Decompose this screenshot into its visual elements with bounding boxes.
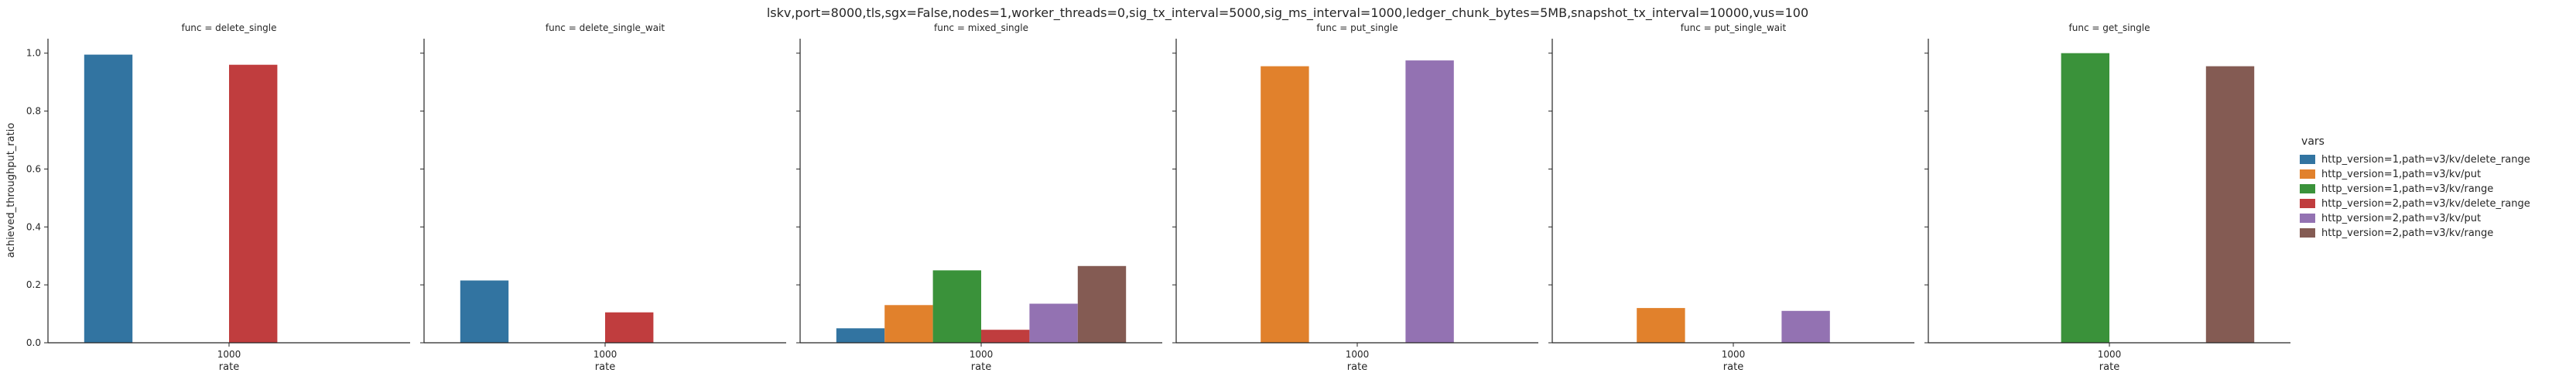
y-tick-label: 0.2 [26, 279, 41, 290]
x-tick-label: 1000 [217, 349, 241, 360]
panel-0: func = delete_single 0.0 0.2 0.4 0.6 0.8 1.0 10… [26, 22, 410, 373]
x-axis-label: rate [595, 361, 615, 373]
chart-title: lskv,port=8000,tls,sgx=False,nodes=1,wor… [767, 5, 1808, 21]
y-tick-label: 0.8 [26, 106, 41, 117]
bar [2061, 53, 2109, 343]
bar [1781, 310, 1830, 343]
x-tick-label: 1000 [1722, 349, 1746, 360]
bar [2205, 66, 2255, 343]
bar [1261, 66, 1309, 343]
panel-title: func = put_single_wait [1681, 22, 1787, 33]
bar [836, 328, 885, 343]
legend-label: http_version=2,path=v3/kv/range [2321, 227, 2493, 239]
y-tick-label: 0.4 [26, 221, 41, 232]
bar [1637, 308, 1685, 343]
legend-label: http_version=1,path=v3/kv/put [2321, 169, 2481, 180]
x-tick-label: 1000 [594, 349, 617, 360]
bar [1029, 303, 1078, 343]
legend-label: http_version=1,path=v3/kv/range [2321, 183, 2493, 195]
legend-entry: http_version=1,path=v3/kv/put [2300, 169, 2481, 180]
y-tick-label: 0.6 [26, 163, 41, 174]
legend-swatch [2300, 184, 2315, 193]
panel-title: func = mixed_single [934, 22, 1028, 33]
bar [605, 312, 654, 343]
legend-label: http_version=2,path=v3/kv/delete_range [2321, 198, 2530, 210]
legend-label: http_version=2,path=v3/kv/put [2321, 213, 2481, 224]
bar [884, 305, 933, 343]
x-tick-label: 1000 [2098, 349, 2122, 360]
legend-swatch [2300, 214, 2315, 223]
bar [1077, 265, 1127, 343]
legend-entry: http_version=1,path=v3/kv/range [2300, 183, 2493, 195]
x-axis-label: rate [1347, 361, 1367, 373]
panel-title: func = get_single [2069, 22, 2150, 33]
bar [229, 64, 278, 343]
legend-label: http_version=1,path=v3/kv/delete_range [2321, 154, 2530, 166]
legend-swatch [2300, 228, 2315, 238]
x-tick-label: 1000 [970, 349, 994, 360]
legend-swatch [2300, 199, 2315, 208]
x-axis-label: rate [2099, 361, 2119, 373]
legend-swatch [2300, 155, 2315, 164]
bar [1405, 60, 1454, 343]
x-tick-label: 1000 [1346, 349, 1370, 360]
x-axis-label: rate [971, 361, 991, 373]
legend-swatch [2300, 169, 2315, 179]
panel-title: func = delete_single_wait [546, 22, 665, 33]
x-axis-label: rate [219, 361, 239, 373]
y-tick-label: 0.0 [26, 337, 41, 348]
panels: func = delete_single 0.0 0.2 0.4 0.6 0.8 1.0 10… [26, 22, 2290, 373]
bar [84, 54, 133, 343]
y-axis-label: achieved_throughput_ratio [5, 123, 17, 258]
legend-entry: http_version=1,path=v3/kv/delete_range [2300, 154, 2530, 166]
panel-title: func = delete_single [181, 22, 276, 33]
bar [932, 270, 981, 343]
legend-entry: http_version=2,path=v3/kv/put [2300, 213, 2481, 224]
bar [981, 330, 1030, 343]
legend-title: vars [2301, 135, 2325, 148]
legend-entry: http_version=2,path=v3/kv/delete_range [2300, 198, 2530, 210]
legend: vars http_version=1,path=v3/kv/delete_ra… [2300, 135, 2530, 239]
y-tick-label: 1.0 [26, 48, 41, 59]
bar [460, 280, 509, 343]
x-axis-label: rate [1723, 361, 1743, 373]
legend-entry: http_version=2,path=v3/kv/range [2300, 227, 2493, 239]
panel-title: func = put_single [1316, 22, 1397, 33]
